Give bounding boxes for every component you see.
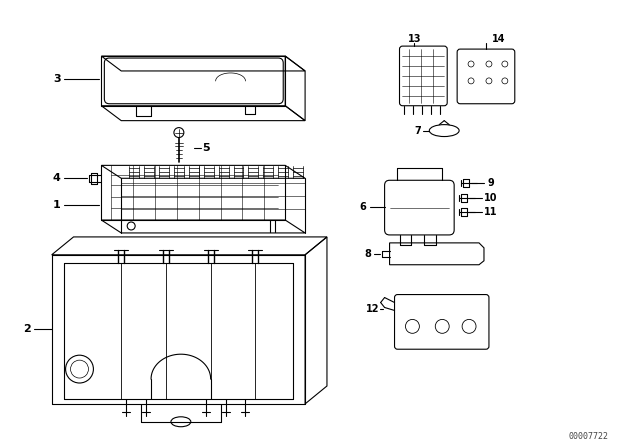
Text: 9: 9	[488, 178, 494, 188]
Text: 1: 1	[52, 200, 61, 210]
Text: 5: 5	[202, 143, 209, 154]
Text: 12: 12	[366, 305, 380, 314]
Text: 8: 8	[364, 249, 371, 259]
Text: 13: 13	[408, 34, 421, 44]
Text: 3: 3	[53, 74, 60, 84]
Text: 6: 6	[359, 202, 366, 212]
Text: 4: 4	[52, 173, 61, 183]
Text: 10: 10	[484, 193, 498, 203]
Text: 11: 11	[484, 207, 498, 217]
Text: 14: 14	[492, 34, 506, 44]
Text: 00007722: 00007722	[568, 432, 609, 441]
Text: 7: 7	[414, 125, 420, 136]
Text: 2: 2	[23, 324, 31, 334]
